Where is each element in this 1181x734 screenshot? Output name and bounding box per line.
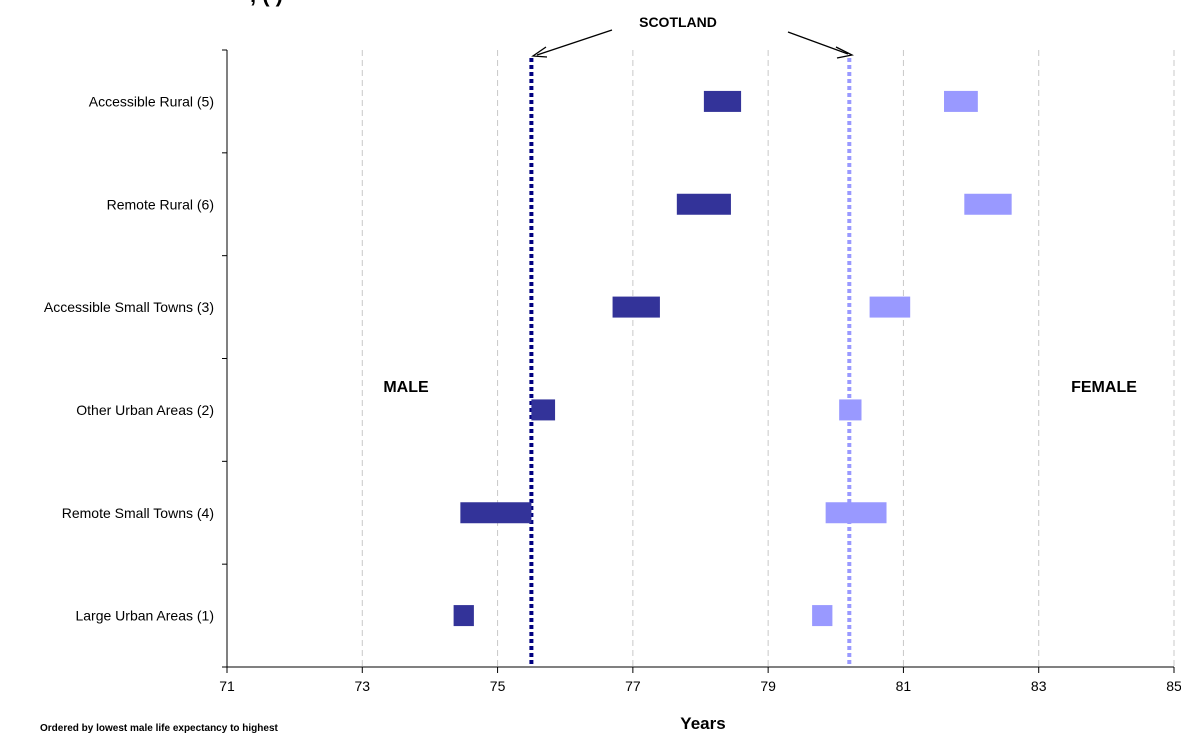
- x-tick-label: 77: [625, 678, 641, 694]
- female-range-bar: [964, 193, 1012, 215]
- scotland-label: SCOTLAND: [639, 14, 717, 30]
- x-tick-label: 83: [1031, 678, 1047, 694]
- scotland-arrows: [531, 29, 854, 59]
- female-label: FEMALE: [1071, 379, 1137, 396]
- reference-lines: [529, 58, 852, 667]
- axes: [222, 49, 1175, 673]
- male-range-bar: [703, 90, 742, 112]
- gridlines: [361, 50, 1175, 667]
- x-tick-label: 73: [354, 678, 370, 694]
- category-label: Remote Rural (6): [107, 196, 214, 212]
- arrow-to-female-line: [787, 31, 849, 55]
- male-label: MALE: [383, 379, 429, 396]
- arrow-to-male-line: [536, 29, 613, 56]
- arrowhead-female: [835, 46, 854, 59]
- category-label: Accessible Rural (5): [89, 93, 214, 109]
- x-tick-labels: 71 73 75 77 79 81 83 85: [219, 678, 1181, 694]
- x-tick-label: 79: [760, 678, 776, 694]
- category-label: Remote Small Towns (4): [62, 505, 214, 521]
- female-range-bar: [839, 399, 862, 421]
- x-axis-title: Years: [680, 714, 725, 733]
- male-range-bar: [612, 296, 660, 318]
- chart-title-fragment: , ( ): [250, 0, 283, 7]
- category-labels: Accessible Rural (5) Remote Rural (6) Acce…: [44, 93, 214, 623]
- x-tick-label: 75: [490, 678, 506, 694]
- category-label: Other Urban Areas (2): [76, 402, 214, 418]
- arrowhead-male: [531, 46, 548, 58]
- bars: [453, 90, 1012, 627]
- footnote: Ordered by lowest male life expectancy t…: [40, 723, 279, 734]
- x-tick-label: 85: [1166, 678, 1181, 694]
- female-range-bar: [944, 90, 978, 112]
- category-label: Accessible Small Towns (3): [44, 299, 214, 315]
- x-tick-label: 81: [896, 678, 912, 694]
- male-range-bar: [676, 193, 731, 215]
- male-range-bar: [460, 502, 532, 524]
- female-range-bar: [869, 296, 911, 318]
- category-label: Large Urban Areas (1): [75, 608, 214, 624]
- female-range-bar: [812, 605, 833, 627]
- female-range-bar: [825, 502, 887, 524]
- x-tick-label: 71: [219, 678, 235, 694]
- male-range-bar: [453, 605, 474, 627]
- male-range-bar: [531, 399, 556, 421]
